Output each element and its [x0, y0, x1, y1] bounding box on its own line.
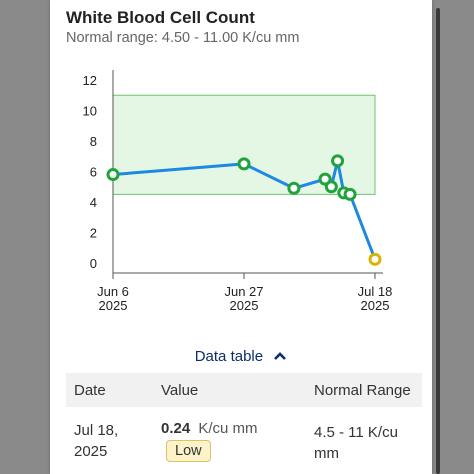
row-value: 0.24 K/cu mm: [161, 420, 258, 437]
table-row: Jul 18, 2025 0.24 K/cu mm Low 4.5 - 11 K…: [66, 410, 422, 474]
card-subtitle: Normal range: 4.50 - 11.00 K/cu mm: [66, 30, 300, 46]
x-tick-label-year: 2025: [361, 298, 390, 313]
normal-range-band: [112, 94, 376, 195]
chevron-up-icon: [273, 348, 287, 365]
data-point: [343, 187, 357, 201]
data-point: [331, 154, 345, 168]
y-tick-label: 6: [90, 165, 97, 180]
data-table-header: Date Value Normal Range: [66, 373, 422, 407]
card-title: White Blood Cell Count: [66, 8, 255, 27]
header-date: Date: [74, 382, 106, 399]
y-tick-label: 2: [90, 226, 97, 241]
scrollbar[interactable]: [436, 8, 440, 474]
x-tick-label: Jun 27: [224, 284, 263, 299]
row-date-line2: 2025: [74, 443, 108, 460]
y-tick-label: 10: [83, 104, 97, 119]
data-table-toggle-label: Data table: [194, 348, 264, 365]
header-normal-range: Normal Range: [314, 382, 411, 399]
status-badge-low: Low: [166, 440, 211, 462]
row-value-number: 0.24: [161, 420, 191, 437]
x-tick-label: Jul 18: [358, 284, 393, 299]
y-tick-label: 4: [90, 195, 97, 210]
data-point: [324, 180, 338, 194]
y-tick-label: 0: [90, 256, 97, 271]
data-table-toggle[interactable]: Data table: [50, 348, 432, 365]
row-date-line1: Jul 18,: [74, 422, 119, 439]
x-tick-label: Jun 6: [97, 284, 129, 299]
x-tick-label-year: 2025: [230, 298, 259, 313]
lab-result-card: White Blood Cell Count Normal range: 4.5…: [50, 0, 432, 474]
header-value: Value: [161, 382, 199, 399]
row-range-line2: mm: [314, 445, 339, 462]
data-point: [237, 157, 251, 171]
data-point: [287, 181, 301, 195]
x-tick-label-year: 2025: [99, 298, 128, 313]
row-range-line1: 4.5 - 11 K/cu: [314, 424, 398, 441]
row-value-unit: K/cu mm: [198, 420, 258, 437]
y-tick-label: 8: [90, 134, 97, 149]
y-tick-label: 12: [83, 73, 97, 88]
data-point-low: [368, 252, 382, 266]
data-point: [106, 168, 120, 182]
